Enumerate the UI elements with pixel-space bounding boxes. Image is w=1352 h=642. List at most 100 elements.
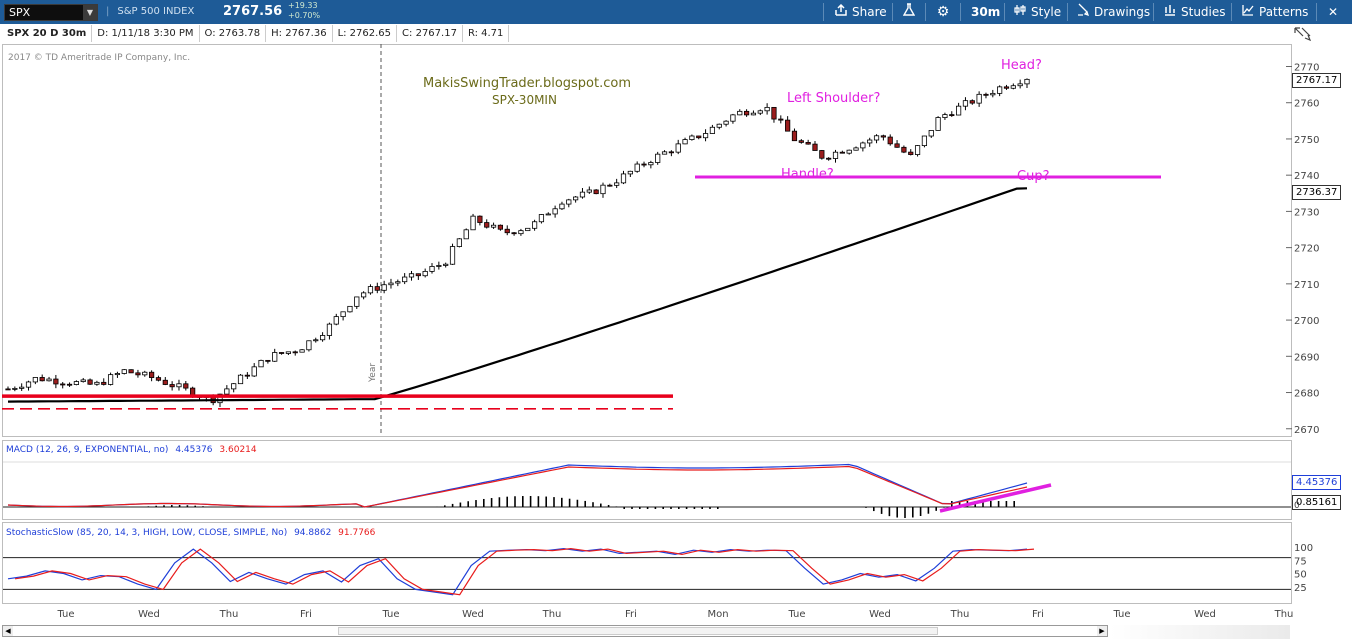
zoom-area[interactable] [1110, 625, 1290, 639]
time-axis-label: Thu [219, 609, 239, 620]
candle-body [894, 143, 900, 148]
candle-body [135, 372, 141, 376]
share-button[interactable]: Share [834, 3, 887, 21]
candle-body [805, 142, 811, 145]
price-axis-label: 2770 [1294, 62, 1319, 73]
candle-body [367, 286, 374, 294]
candle-body [231, 383, 237, 390]
candle-body [402, 276, 408, 283]
candle-body [839, 151, 845, 154]
time-axis-label: Thu [1274, 609, 1294, 620]
candle-body [422, 271, 428, 277]
candle-body [812, 143, 818, 151]
ma-price-tag: 2736.37 [1292, 185, 1342, 200]
candle-body [901, 146, 907, 153]
period-label: SPX 20 D 30m [2, 25, 93, 42]
price-panel[interactable] [2, 44, 1292, 437]
candle-body [408, 273, 415, 278]
price-axis-label: 2680 [1294, 389, 1319, 400]
scroll-right-icon[interactable]: ▶ [1097, 626, 1107, 636]
candle-body [798, 140, 804, 143]
date-label: D: 1/11/18 3:30 PM [92, 25, 200, 42]
studies-button[interactable]: Studies [1163, 3, 1226, 21]
candle-body [326, 323, 333, 336]
share-label: Share [852, 5, 887, 19]
toolbar-separator [1004, 3, 1005, 21]
macd-panel[interactable] [2, 440, 1292, 520]
price-axis-label: 2670 [1294, 425, 1319, 436]
price-axis-label: 2750 [1294, 135, 1319, 146]
candle-body [477, 215, 483, 223]
macd-diff-tag: 0.85161 [1292, 495, 1342, 510]
candle-body [306, 340, 312, 351]
flask-button[interactable] [902, 3, 920, 21]
candle-body [1010, 85, 1016, 89]
close-button[interactable]: ✕ [1326, 3, 1344, 21]
settings-button[interactable]: ⚙ [936, 3, 954, 21]
candle-body [579, 191, 586, 198]
patterns-button[interactable]: Patterns [1241, 3, 1308, 21]
symbol-input[interactable]: SPX ▼ [4, 4, 98, 21]
candle-body [183, 383, 189, 389]
candle-body [176, 383, 182, 388]
time-axis-label: Fri [1032, 609, 1044, 620]
candle-body [880, 135, 886, 138]
candle-body [470, 215, 476, 231]
candle-body [114, 373, 121, 376]
candle-body [224, 388, 230, 395]
head-annotation: Head? [1001, 58, 1042, 73]
candle-body [381, 284, 387, 291]
candle-body [573, 196, 579, 201]
last-price-tag: 2767.17 [1292, 73, 1342, 88]
candle-body [593, 189, 599, 195]
candle-body [887, 136, 893, 145]
candle-body [347, 305, 353, 313]
cursor-tool-icon[interactable] [1293, 26, 1315, 45]
candle-body [764, 106, 770, 112]
studies-icon [1163, 3, 1177, 21]
toolbar-separator [960, 3, 961, 21]
timeframe-button[interactable]: 30m [971, 5, 1001, 19]
stochastic-axis-label: 25 [1294, 583, 1307, 594]
scroll-left-icon[interactable]: ◀ [3, 626, 13, 636]
candle-body [155, 377, 162, 381]
symbol-dropdown-icon[interactable]: ▼ [83, 5, 97, 20]
candle-body [53, 378, 59, 385]
last-price: 2767.56 [223, 4, 283, 19]
macd-zero-label: 0 [1294, 501, 1300, 511]
stochastic-axis-label: 100 [1294, 543, 1313, 554]
time-axis-label: Fri [625, 609, 637, 620]
candle-body [702, 133, 709, 139]
candle-body [846, 149, 852, 154]
candle-body [46, 378, 52, 382]
candle-body [709, 126, 716, 134]
change-abs: +19.33 [288, 1, 318, 10]
chart-scrollbar[interactable]: ◀ ▶ [2, 625, 1108, 637]
macd-legend: MACD (12, 26, 9, EXPONENTIAL, no) 4.4537… [6, 445, 257, 455]
moving-average-line [7, 187, 1028, 403]
candle-body [716, 123, 722, 128]
candle-body [128, 369, 134, 374]
stochastic-axis-label: 75 [1294, 556, 1307, 567]
drawings-label: Drawings [1094, 5, 1151, 19]
instrument-name: | S&P 500 INDEX [106, 6, 195, 17]
candle-body [272, 352, 278, 362]
scroll-thumb[interactable] [338, 627, 938, 635]
ohlc-info-bar: SPX 20 D 30m D: 1/11/18 3:30 PM O: 2763.78… [2, 25, 510, 42]
candle-body [675, 143, 681, 153]
candle-body [319, 335, 326, 341]
candle-body [518, 230, 524, 235]
time-axis-label: Wed [869, 609, 891, 620]
candle-body [511, 232, 517, 235]
style-label: Style [1031, 5, 1062, 19]
candle-body [101, 381, 107, 385]
candle-body [559, 203, 565, 210]
style-button[interactable]: Style [1013, 3, 1061, 21]
drawings-button[interactable]: Drawings [1076, 3, 1150, 21]
stochastic-panel[interactable] [2, 522, 1292, 604]
cup-annotation: Cup? [1017, 169, 1050, 184]
macd-signal-line [7, 465, 1028, 508]
candle-body [819, 150, 825, 159]
